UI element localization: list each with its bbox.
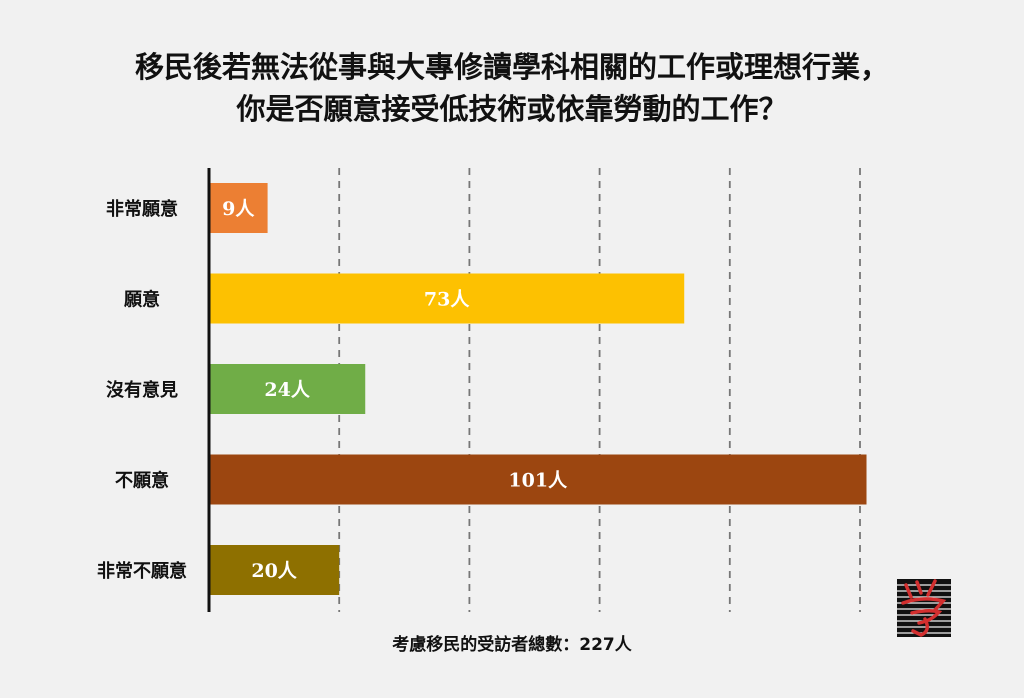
bar-value-label-4: 101人 bbox=[508, 470, 568, 492]
bar-1 bbox=[209, 183, 268, 233]
bar-4 bbox=[209, 454, 867, 505]
category-label-1: 非常願意 bbox=[106, 198, 178, 220]
bar-3 bbox=[209, 364, 366, 414]
category-label-2: 願意 bbox=[124, 289, 160, 311]
bar-value-label-3: 24人 bbox=[264, 379, 310, 401]
chart-title-line-2: 你是否願意接受低技術或依靠勞動的工作？ bbox=[236, 92, 788, 126]
category-label-4: 不願意 bbox=[115, 470, 169, 492]
category-label-3: 沒有意見 bbox=[106, 379, 178, 401]
bar-5 bbox=[209, 545, 340, 595]
bar-value-label-1: 9人 bbox=[222, 198, 255, 220]
bar-value-label-5: 20人 bbox=[251, 560, 297, 582]
respondent-total-note: 考慮移民的受訪者總數：227人 bbox=[392, 635, 632, 655]
bar-2 bbox=[209, 273, 685, 324]
chart-title: 移民後若無法從事與大專修讀學科相關的工作或理想行業， 你是否願意接受低技術或依靠… bbox=[0, 46, 1024, 130]
bar-value-label-2: 73人 bbox=[424, 289, 470, 311]
category-label-5: 非常不願意 bbox=[97, 560, 187, 582]
calligraphy-seal-icon bbox=[897, 579, 951, 637]
chart-title-line-1: 移民後若無法從事與大專修讀學科相關的工作或理想行業， bbox=[134, 50, 889, 84]
